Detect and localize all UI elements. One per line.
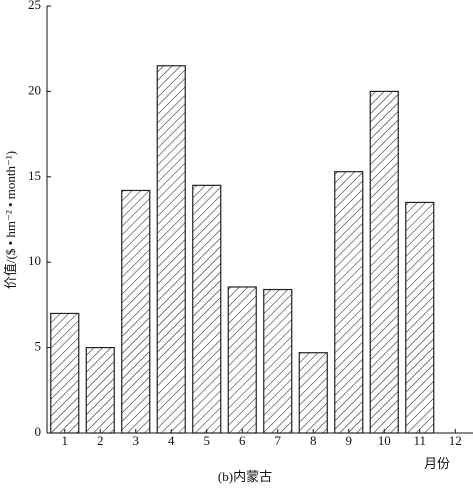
caption: (b)内蒙古 xyxy=(218,469,272,484)
bar xyxy=(227,286,257,434)
x-tick-label: 8 xyxy=(310,433,317,448)
x-tick-label: 5 xyxy=(204,433,211,448)
x-axis-label: 月份 xyxy=(424,456,450,471)
y-tick-label: 15 xyxy=(28,168,41,183)
x-tick-label: 10 xyxy=(378,433,391,448)
y-tick-label: 25 xyxy=(28,0,41,12)
x-tick-label: 3 xyxy=(133,433,140,448)
y-tick-label: 0 xyxy=(35,424,42,439)
bar xyxy=(50,312,80,434)
x-tick-label: 12 xyxy=(449,433,462,448)
bar xyxy=(334,171,364,434)
x-tick-label: 1 xyxy=(62,433,69,448)
bar xyxy=(263,288,293,434)
x-tick-label: 6 xyxy=(239,433,246,448)
x-tick-label: 11 xyxy=(413,433,426,448)
bar xyxy=(85,347,115,434)
bar xyxy=(121,189,151,434)
y-axis-label: 价值/($ • hm⁻² • month⁻¹) xyxy=(3,151,18,289)
y-tick-label: 5 xyxy=(35,339,42,354)
x-tick-label: 2 xyxy=(97,433,104,448)
y-tick-label: 20 xyxy=(28,82,41,97)
x-tick-label: 9 xyxy=(346,433,353,448)
bar xyxy=(369,90,399,434)
bar xyxy=(405,201,435,434)
x-tick-label: 7 xyxy=(275,433,282,448)
bar xyxy=(298,352,328,434)
bar xyxy=(192,184,222,434)
bar xyxy=(156,65,186,434)
x-tick-label: 4 xyxy=(168,433,175,448)
y-tick-label: 10 xyxy=(28,253,41,268)
